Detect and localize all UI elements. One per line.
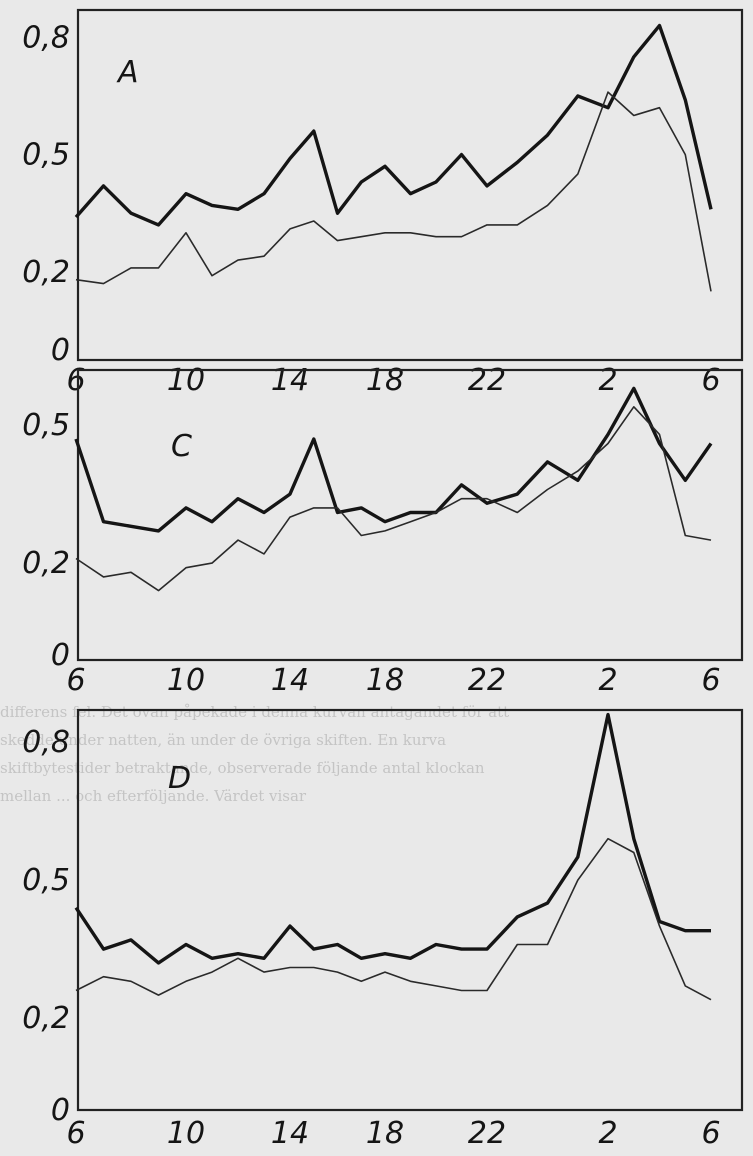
- y-tick-label: 0,5: [22, 408, 70, 443]
- x-tick-label: 10: [167, 663, 205, 698]
- chart-panel-d: 00,20,50,86 10 14 18 22 2 6D: [22, 708, 744, 1151]
- y-tick-label: 0,5: [22, 138, 70, 173]
- series-line-thin: [75, 837, 712, 1001]
- y-tick-label: 0: [51, 1093, 70, 1128]
- y-tick-label: 0,5: [22, 863, 70, 898]
- chart-panel-a: 00,20,50,86 10 14 18 22 2 6A: [22, 8, 744, 398]
- x-tick-label: 2: [598, 363, 617, 398]
- series-line-thick: [74, 712, 711, 965]
- panel-label: A: [116, 55, 139, 90]
- y-tick-label: 0: [51, 638, 70, 673]
- x-tick-label: 18: [366, 663, 404, 698]
- background-bleed-text: skedde under natten, än under de övriga …: [0, 731, 447, 749]
- series-line-thin: [75, 91, 712, 292]
- x-tick-label: 10: [167, 363, 205, 398]
- x-tick-label: 6: [66, 363, 85, 398]
- series-line-thick: [74, 386, 713, 533]
- x-tick-label: 6: [701, 363, 720, 398]
- x-tick-label: 22: [468, 1116, 506, 1151]
- y-tick-label: 0,8: [22, 20, 70, 55]
- background-bleed-text: differens fel. Det ovan påpekade i denna…: [0, 703, 510, 721]
- panel-frame: [76, 368, 744, 662]
- x-tick-label: 22: [468, 663, 506, 698]
- x-tick-label: 6: [66, 1116, 85, 1151]
- y-tick-label: 0,2: [22, 546, 70, 581]
- series-line-thin: [75, 405, 712, 592]
- x-tick-label: 18: [366, 1116, 404, 1151]
- x-tick-label: 22: [468, 363, 506, 398]
- y-tick-label: 0,2: [22, 255, 70, 290]
- x-tick-label: 10: [167, 1116, 205, 1151]
- series-line-thick: [74, 23, 713, 227]
- background-bleed-text: skiftbytestider betraktande, observerade…: [0, 759, 485, 777]
- x-tick-label: 14: [271, 663, 309, 698]
- y-tick-label: 0,8: [22, 725, 70, 760]
- x-tick-label: 14: [271, 1116, 309, 1151]
- background-bleed-text: mellan ... och efterföljande. Värdet vis…: [0, 787, 307, 805]
- chart-panel-c: 00,20,56 10 14 18 22 2 6C: [22, 368, 744, 698]
- panel-frame: [76, 8, 744, 362]
- x-tick-label: 6: [66, 663, 85, 698]
- panel-label: C: [171, 429, 192, 464]
- panel-label: D: [168, 761, 191, 796]
- x-tick-label: 2: [598, 1116, 617, 1151]
- y-tick-label: 0: [51, 333, 70, 368]
- y-tick-label: 0,2: [22, 1001, 70, 1036]
- x-tick-label: 6: [701, 663, 720, 698]
- x-tick-label: 14: [271, 363, 309, 398]
- x-tick-label: 6: [701, 1116, 720, 1151]
- x-tick-label: 18: [366, 363, 404, 398]
- x-tick-label: 2: [598, 663, 617, 698]
